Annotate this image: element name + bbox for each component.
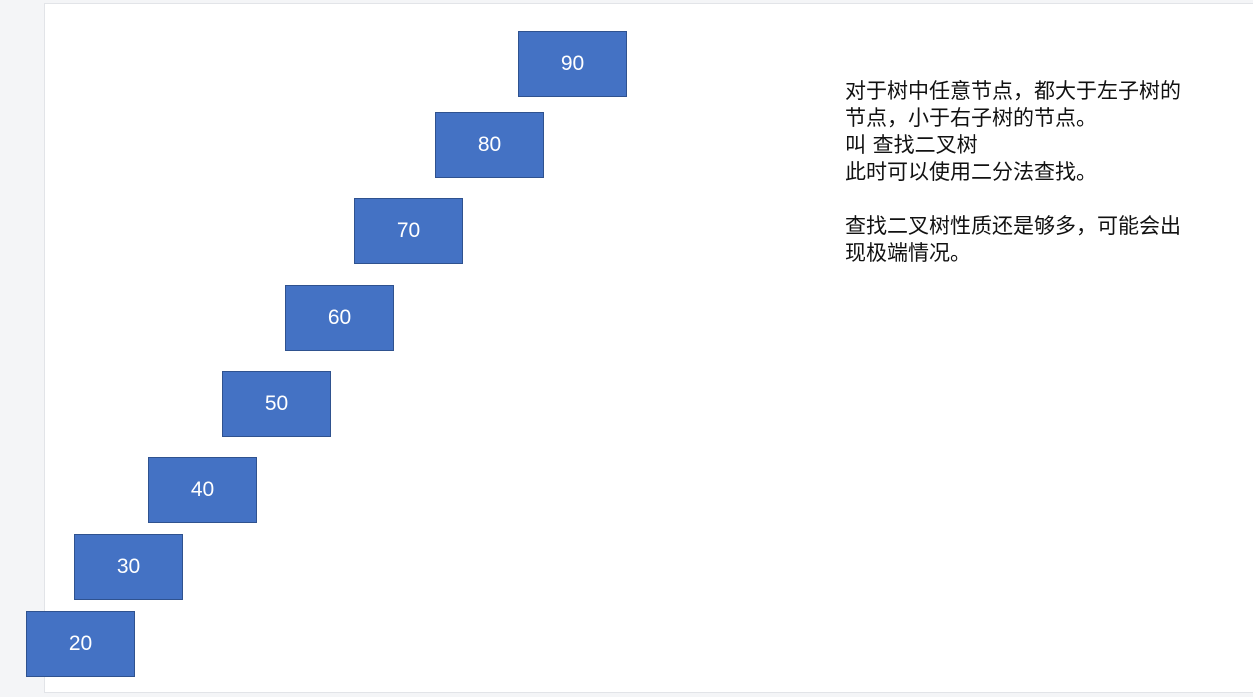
- tree-node-50: 50: [222, 371, 331, 437]
- note-line: 现极端情况。: [845, 240, 1225, 267]
- note-line: 叫 查找二叉树: [845, 132, 1225, 159]
- note-line: 对于树中任意节点，都大于左子树的: [845, 78, 1225, 105]
- tree-node-90: 90: [518, 31, 627, 97]
- note-line: 查找二叉树性质还是够多，可能会出: [845, 213, 1225, 240]
- note-line: 节点，小于右子树的节点。: [845, 105, 1225, 132]
- tree-node-70: 70: [354, 198, 463, 264]
- tree-node-20: 20: [26, 611, 135, 677]
- tree-node-30: 30: [74, 534, 183, 600]
- tree-node-60: 60: [285, 285, 394, 351]
- note-line: 此时可以使用二分法查找。: [845, 159, 1225, 186]
- tree-node-40: 40: [148, 457, 257, 523]
- explanation-text: 对于树中任意节点，都大于左子树的 节点，小于右子树的节点。 叫 查找二叉树 此时…: [845, 78, 1225, 267]
- paragraph-gap: [845, 186, 1225, 213]
- tree-node-80: 80: [435, 112, 544, 178]
